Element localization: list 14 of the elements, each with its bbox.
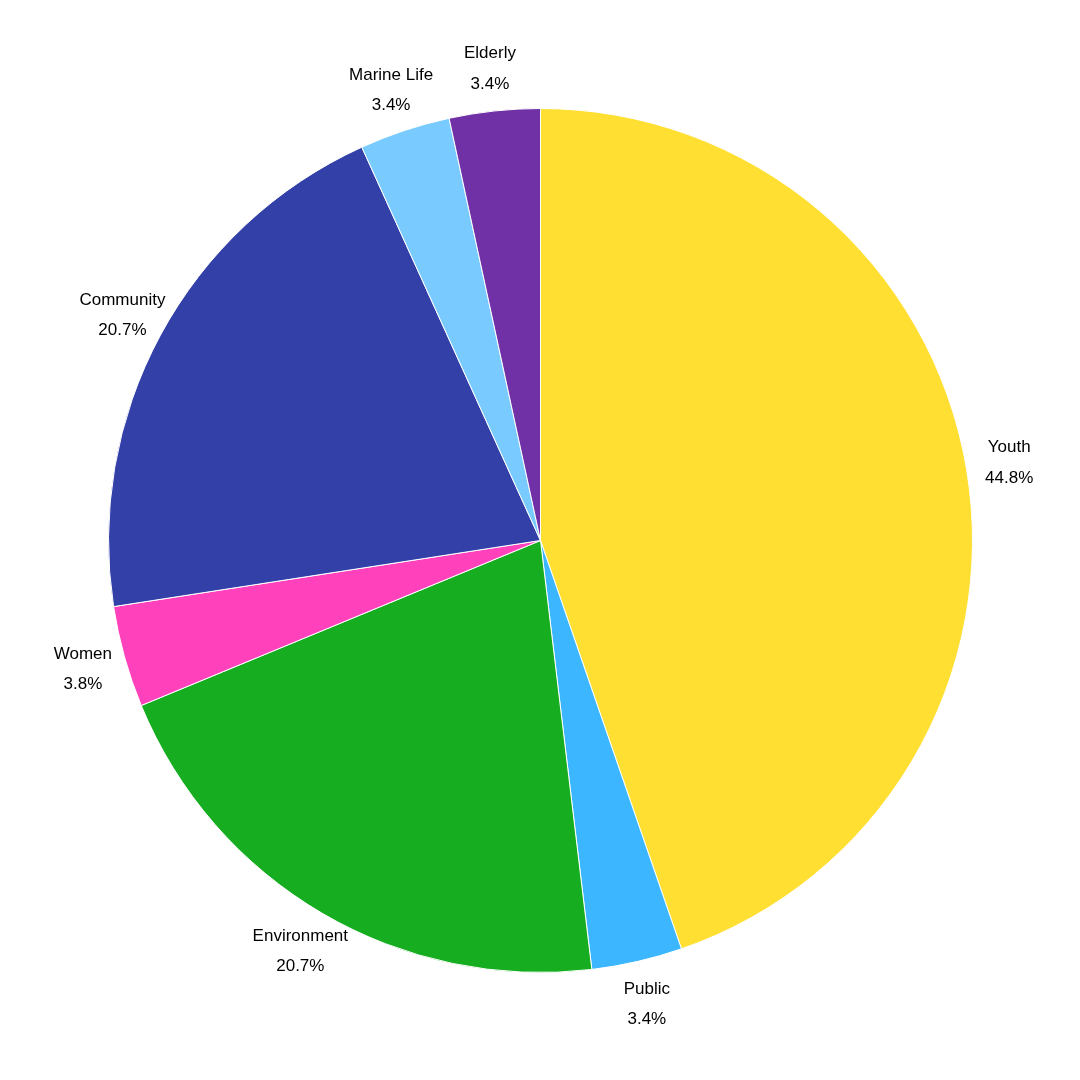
data-label: 3.4%: [470, 73, 510, 93]
slice-label: Elderly: [463, 43, 517, 63]
data-label: 3.4%: [627, 1009, 667, 1029]
slice-label: Community: [79, 289, 166, 309]
slice-label: Public: [623, 979, 671, 999]
data-label: 20.7%: [276, 956, 325, 976]
slice-label: Youth: [987, 437, 1031, 457]
slice-label: Marine Life: [349, 64, 434, 84]
data-label: 3.8%: [63, 674, 103, 694]
slice-label: Environment: [252, 925, 349, 945]
data-label: 20.7%: [98, 320, 147, 340]
data-label: 3.4%: [371, 95, 411, 115]
data-label: 44.8%: [985, 467, 1034, 487]
slice-label: Women: [53, 643, 112, 663]
